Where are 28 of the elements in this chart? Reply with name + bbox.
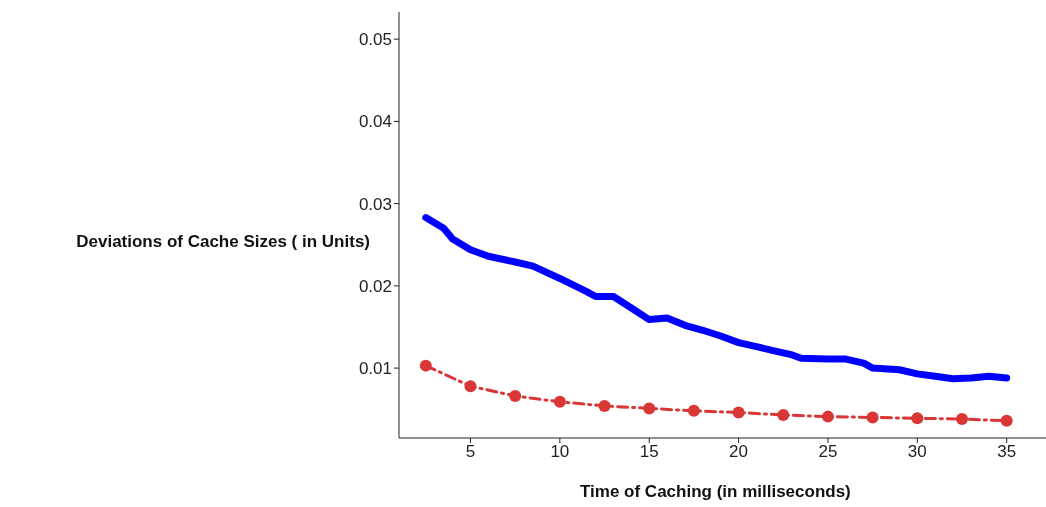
x-tick-label: 10 [550, 442, 570, 462]
x-tick-label: 30 [907, 442, 927, 462]
y-tick-label: 0.04 [358, 112, 392, 132]
point [732, 406, 745, 419]
point [598, 399, 611, 412]
point [777, 408, 790, 421]
y-tick-label: 0.03 [358, 194, 392, 214]
point [464, 380, 477, 393]
point [553, 395, 566, 408]
x-tick-label: 5 [465, 442, 476, 462]
point [509, 390, 522, 403]
point [911, 412, 924, 425]
point [1000, 414, 1013, 427]
x-tick-label: 35 [997, 442, 1017, 462]
x-tick-label: 25 [818, 442, 838, 462]
point [821, 410, 834, 423]
x-tick-label: 20 [729, 442, 749, 462]
y-tick-label: 0.05 [358, 30, 392, 50]
point [956, 413, 968, 426]
y-axis-title: Deviations of Cache Sizes ( in Units) [75, 232, 370, 252]
y-tick-label: 0.02 [358, 276, 392, 296]
point [866, 411, 879, 424]
x-tick-label: 15 [639, 442, 659, 462]
point [643, 402, 656, 415]
point [419, 359, 432, 372]
x-axis-title: Time of Caching (in milliseconds) [580, 482, 851, 502]
point [687, 404, 700, 417]
y-tick-label: 0.01 [358, 359, 392, 379]
